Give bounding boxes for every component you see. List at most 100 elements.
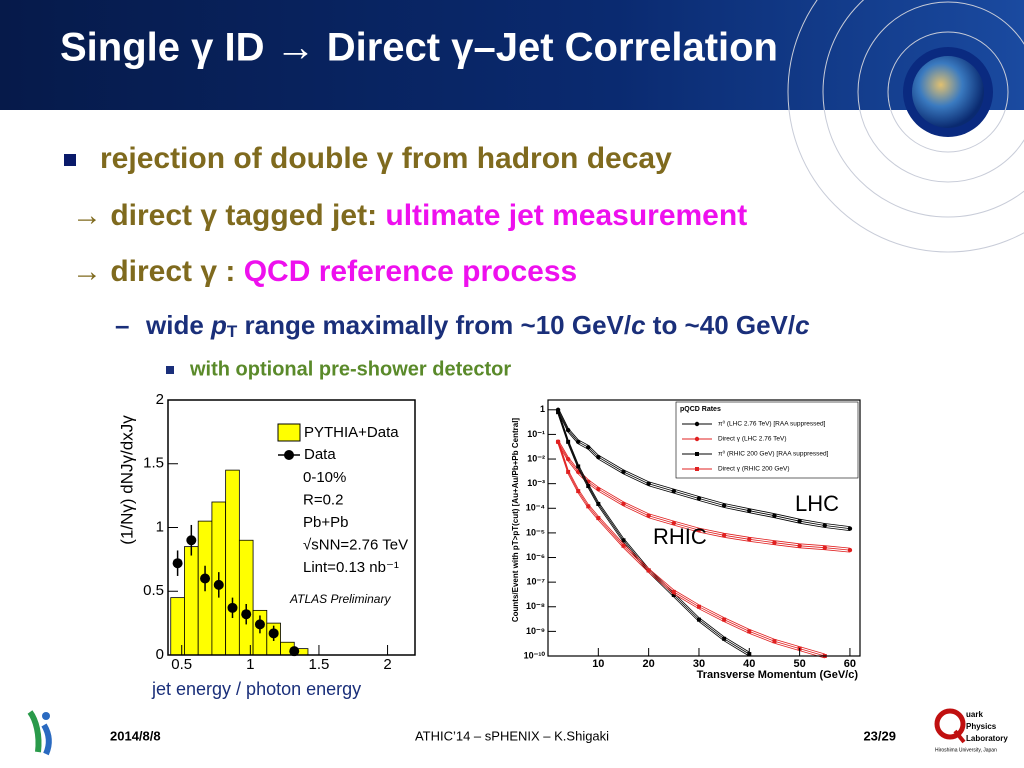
point — [596, 501, 601, 506]
point — [671, 593, 676, 598]
point — [566, 439, 571, 444]
footer-page: 23/29 — [863, 728, 896, 743]
annotation: √sNN=2.76 TeV — [303, 536, 408, 553]
point — [586, 479, 591, 484]
y-tick-label: 10⁻⁴ — [526, 503, 545, 513]
x-tick-label: 10 — [592, 658, 604, 670]
x-tick-label: 20 — [643, 658, 655, 670]
figure-caption: jet energy / photon energy — [151, 679, 361, 699]
point — [772, 513, 777, 518]
point — [556, 410, 561, 415]
point — [696, 527, 702, 533]
point — [575, 439, 581, 445]
point — [747, 537, 752, 542]
bullet-square — [64, 154, 76, 166]
sub-bullet-text: wide pT range maximally from ~10 GeV/c t… — [145, 310, 810, 342]
point — [822, 523, 827, 528]
point — [621, 538, 626, 543]
sub-sub-bullet-text: with optional pre-shower detector — [189, 358, 511, 380]
histogram-bar — [184, 546, 199, 656]
legend-label: Direct γ (RHIC 200 GeV) — [718, 466, 790, 473]
point — [847, 547, 853, 553]
point — [696, 496, 702, 501]
x-tick-label: 2 — [383, 656, 391, 673]
series-line — [557, 410, 750, 653]
bullet-text: rejection of double γ from hadron decay — [100, 142, 672, 175]
data-point — [186, 535, 197, 546]
histogram-bar — [170, 597, 185, 656]
annotation: ATLAS Preliminary — [289, 592, 391, 606]
y-tick-label: 10⁻¹⁰ — [524, 650, 546, 660]
legend-swatch — [694, 436, 700, 442]
point — [772, 540, 777, 545]
logo-text: Laboratory — [966, 734, 1008, 743]
x-tick-label: 40 — [743, 658, 755, 670]
y-tick-label: 2 — [156, 391, 164, 408]
point — [646, 481, 651, 486]
y-tick-label: 10⁻² — [527, 453, 545, 463]
point — [566, 469, 571, 474]
footer-date: 2014/8/8 — [110, 728, 161, 743]
point — [586, 484, 591, 489]
bullet-text: → direct γ tagged jet: ultimate jet meas… — [72, 199, 747, 232]
point — [565, 427, 571, 433]
legend-title: pQCD Rates — [680, 406, 721, 413]
point — [565, 456, 571, 462]
legend-label: π⁰ (RHIC 200 GeV) [RAA suppressed] — [718, 450, 829, 458]
histogram-bar — [225, 469, 240, 656]
point — [747, 629, 752, 634]
legend-swatch — [284, 450, 294, 460]
point — [772, 639, 777, 644]
point — [721, 533, 727, 538]
point — [671, 589, 676, 594]
right-logo: uark Physics Laboratory Hiroshima Univer… — [934, 708, 1008, 753]
logo-text: Hiroshima University, Japan — [935, 747, 997, 753]
legend-box — [675, 401, 859, 479]
point — [722, 617, 727, 622]
legend-swatch — [695, 452, 699, 456]
y-tick-label: 10⁻⁷ — [527, 577, 546, 587]
point — [847, 526, 853, 531]
y-tick-label: 10⁻³ — [527, 478, 545, 488]
footer-center: ATHIC’14 – sPHENIX – K.Shigaki — [415, 728, 609, 743]
legend-label: π⁰ (LHC 2.76 TeV) [RAA suppressed] — [718, 420, 826, 428]
point — [696, 604, 701, 609]
point — [596, 486, 601, 492]
rings — [787, 0, 1024, 253]
sub-bullet-marker: – — [115, 310, 129, 340]
y-axis-label: Counts/Event with pT>pT(cut) [Au+Au/Pb+P… — [511, 418, 520, 623]
y-tick-label: 10⁻⁹ — [526, 626, 545, 636]
annotation: RHIC — [653, 524, 707, 549]
x-tick-label: 50 — [793, 658, 805, 670]
data-point — [289, 646, 300, 657]
point — [646, 513, 651, 518]
data-point — [227, 602, 238, 613]
slide-title: Single γ ID → Direct γ–Jet Correlation — [60, 26, 778, 70]
x-tick-label: 60 — [844, 658, 856, 670]
histogram-figure: 0.5 1 1.5 2 0 0.5 1 1.5 2 (1/Nγ) dNJγ/dxJγ PYTHIA+… — [115, 391, 420, 675]
point — [671, 520, 677, 526]
x-tick-label: 1.5 — [309, 656, 330, 673]
point — [747, 508, 752, 513]
point — [822, 545, 827, 550]
point — [797, 543, 802, 548]
y-tick-label: 1 — [540, 404, 545, 414]
series-line — [557, 443, 825, 659]
y-tick-label: 10⁻⁵ — [526, 527, 545, 537]
point — [586, 445, 591, 450]
x-tick-label: 1 — [246, 656, 254, 673]
y-tick-label: 10⁻⁶ — [526, 552, 545, 562]
data-point — [241, 609, 252, 620]
point — [596, 516, 601, 521]
globe — [912, 56, 984, 128]
y-tick-label: 10⁻¹ — [527, 429, 545, 439]
annotation: Pb+Pb — [303, 514, 348, 531]
point — [797, 518, 802, 524]
annotation: LHC — [795, 491, 839, 516]
legend-label: Direct γ (LHC 2.76 TeV) — [718, 436, 787, 443]
legend-swatch — [277, 423, 301, 442]
point — [556, 439, 561, 444]
annotation: R=0.2 — [303, 491, 343, 508]
y-axis-label: (1/Nγ) dNJγ/dxJγ — [117, 415, 136, 545]
